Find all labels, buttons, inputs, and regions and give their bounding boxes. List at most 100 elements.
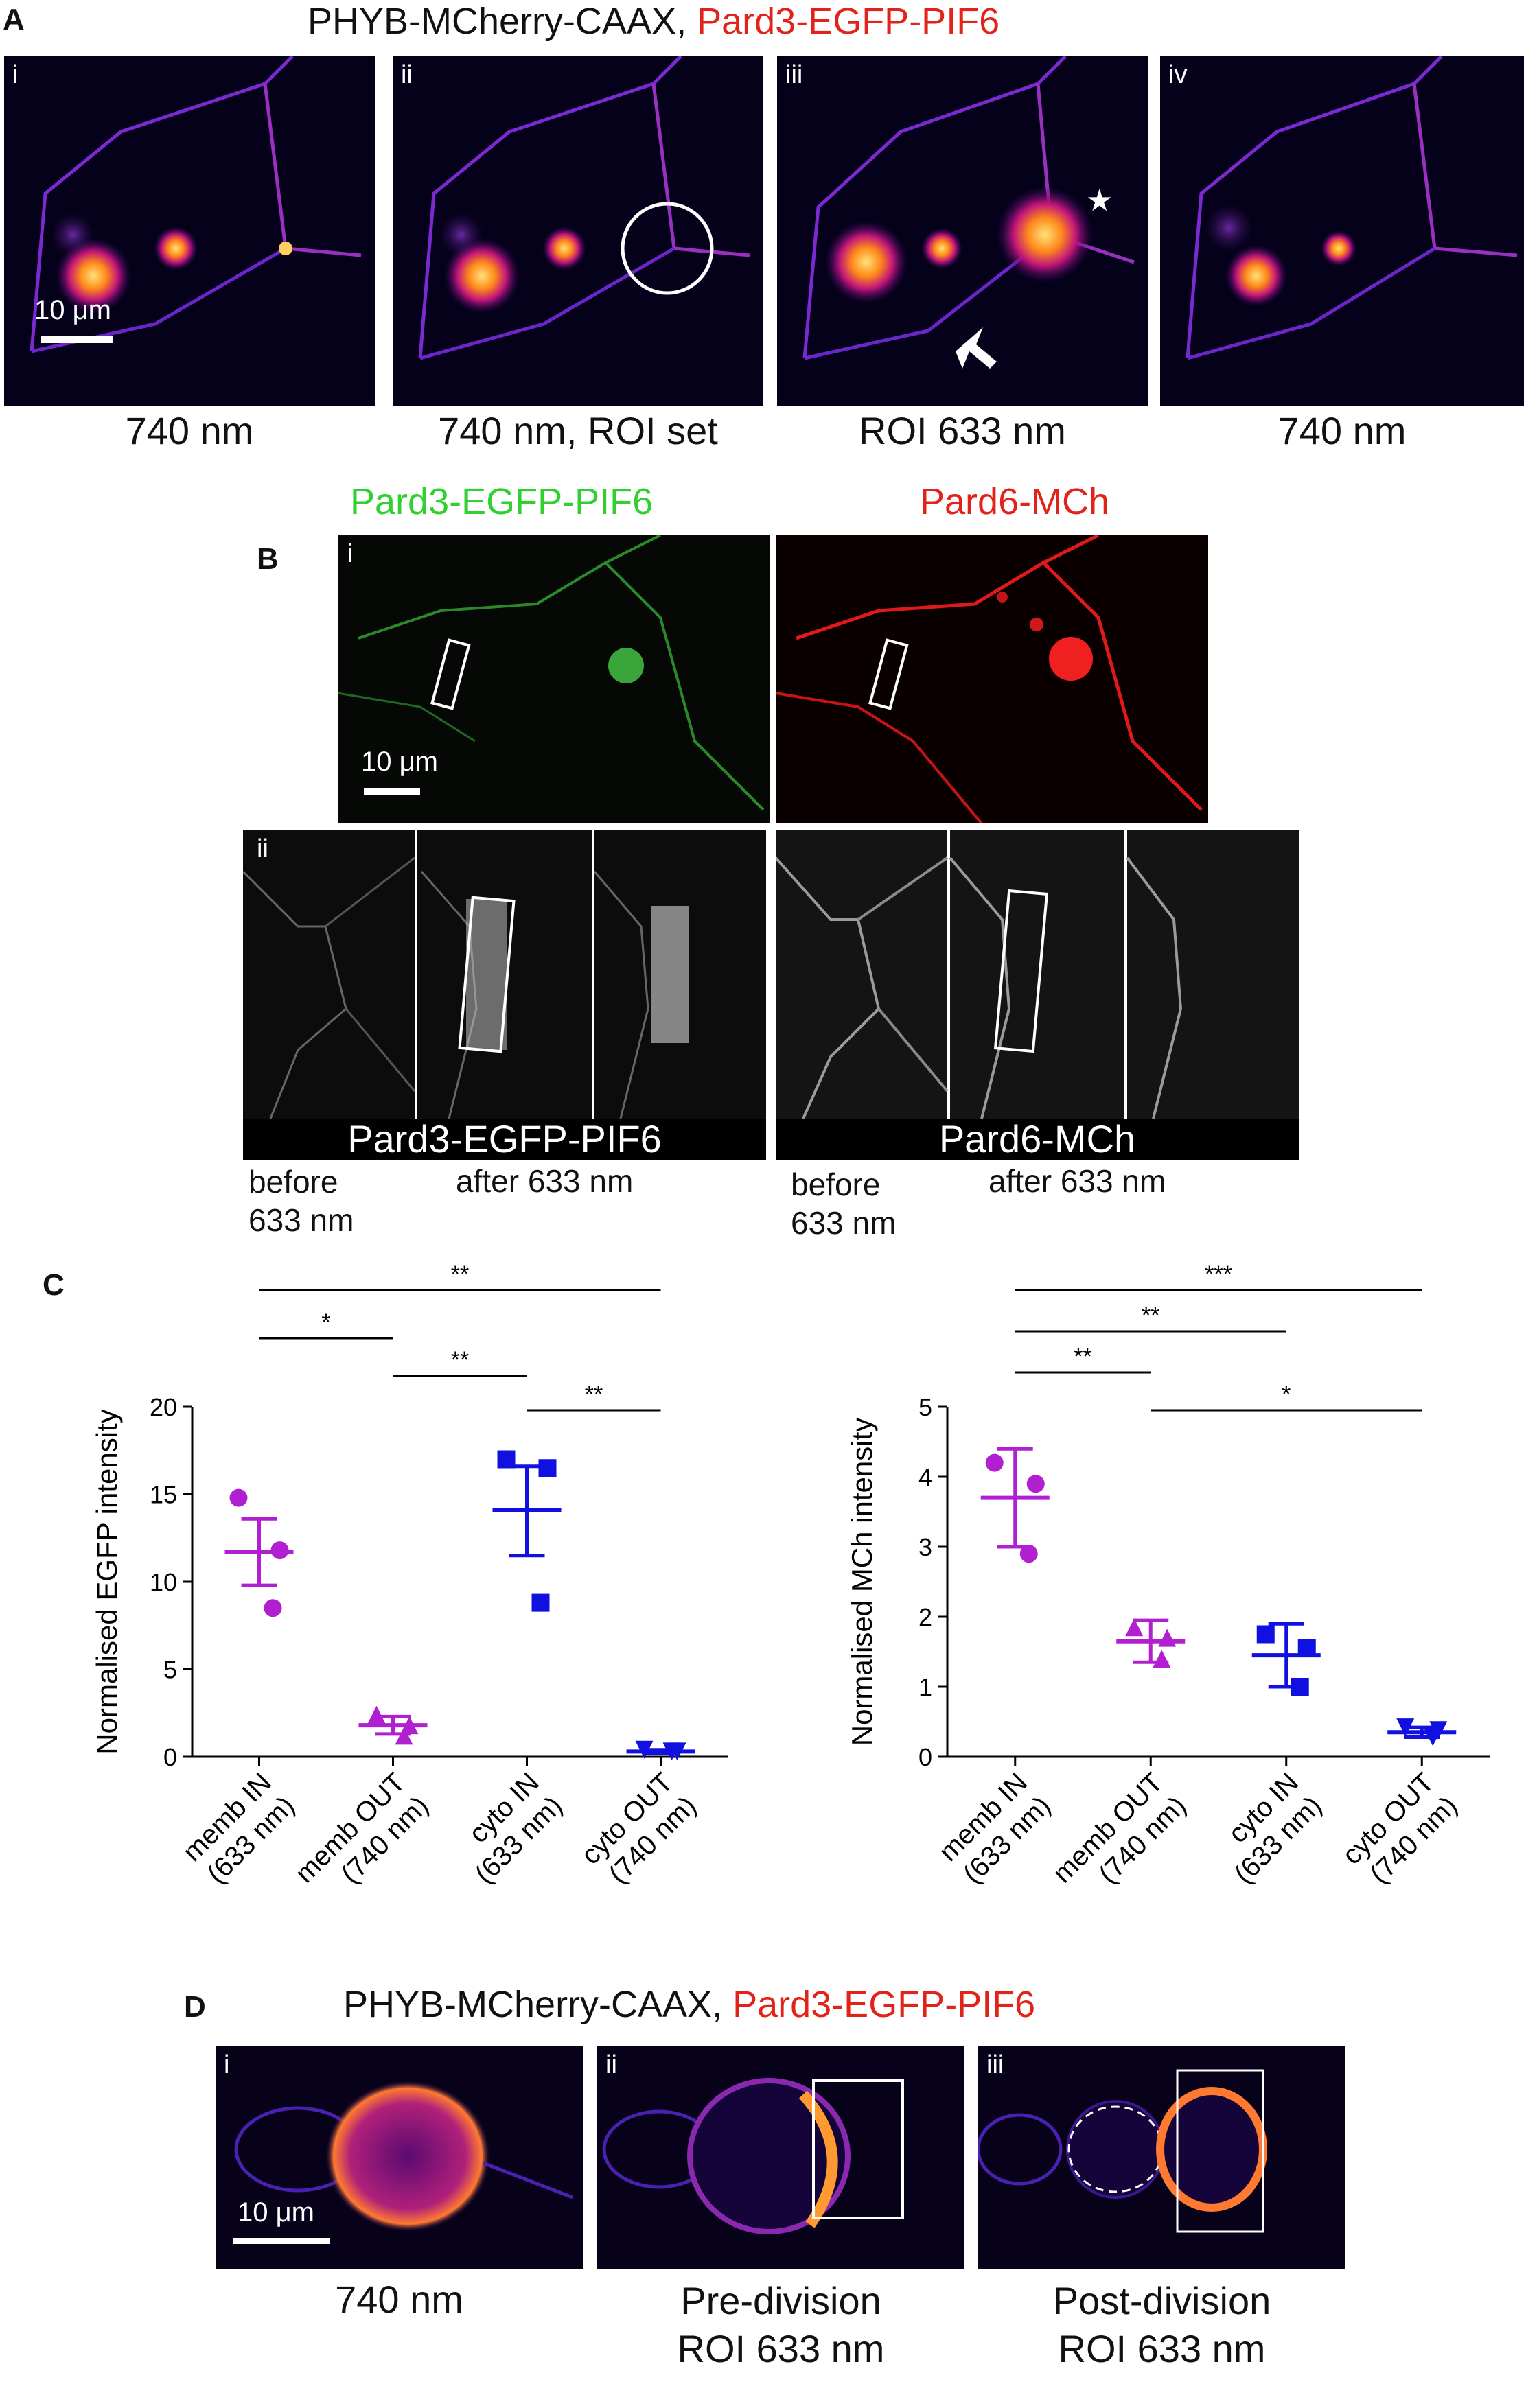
- data-point: [270, 1541, 289, 1560]
- panel-b-image-red: [776, 535, 1208, 823]
- panel-a-caption-iv: 740 nm: [1278, 409, 1407, 452]
- significance-label: **: [585, 1381, 603, 1407]
- data-point: [1026, 1475, 1045, 1493]
- panel-b-letter: B: [257, 542, 279, 576]
- data-point: [367, 1705, 386, 1724]
- significance-label: ***: [1205, 1263, 1232, 1287]
- data-point: [497, 1450, 516, 1469]
- panel-d-sub-iii: iii: [986, 2050, 1004, 2079]
- panel-a-sub-i: i: [12, 60, 19, 89]
- panel-a-sub-ii: ii: [401, 60, 413, 89]
- panel-d-scale-label: 10 μm: [238, 2197, 314, 2228]
- panel-b-after-left: after 633 nm: [456, 1163, 634, 1199]
- panel-d-caption-ii: Pre-division ROI 633 nm: [597, 2277, 964, 2373]
- mch-chart-svg: 0 1 2 3 4 5 Normalised MCh intensity memb IN(63…: [846, 1261, 1490, 1912]
- panel-b-before-right: before 633 nm: [791, 1167, 897, 1241]
- panel-b-scale-bar: [364, 788, 420, 795]
- panel-d-caption-i-line1: 740 nm: [335, 2278, 463, 2321]
- y-axis-label: Normalised EGFP intensity: [91, 1409, 123, 1754]
- x-tick-label: memb OUT(740 nm): [290, 1767, 435, 1912]
- x-tick-label: memb OUT(740 nm): [1047, 1767, 1192, 1912]
- y-tick-label: 15: [150, 1481, 177, 1509]
- significance-label: *: [1282, 1381, 1291, 1407]
- panel-a-image-iv: [1160, 56, 1524, 406]
- data-point: [635, 1740, 654, 1759]
- panel-a-caption-iii: ROI 633 nm: [859, 409, 1066, 452]
- y-tick-label: 4: [918, 1463, 932, 1491]
- data-point: [1158, 1628, 1177, 1647]
- panel-b-sub-ii: ii: [257, 834, 268, 863]
- data-point: [1256, 1625, 1275, 1644]
- panel-a-caption-i: 740 nm: [125, 409, 254, 452]
- panel-b-strip-green-label: Pard3-EGFP-PIF6: [243, 1119, 766, 1160]
- panel-b-strip-red-label: Pard6-MCh: [776, 1119, 1299, 1160]
- panel-b-strip-red: Pard6-MCh: [776, 830, 1299, 1160]
- panel-d-title: PHYB-MCherry-CAAX, Pard3-EGFP-PIF6: [343, 1983, 1035, 2026]
- panel-a-title-red: Pard3-EGFP-PIF6: [697, 1, 1000, 42]
- data-point: [1297, 1639, 1316, 1657]
- data-point: [1019, 1545, 1038, 1563]
- panel-a-image-iii: ★: [777, 56, 1148, 406]
- panel-d-title-black: PHYB-MCherry-CAAX,: [343, 1984, 723, 2025]
- y-tick-label: 5: [918, 1393, 932, 1421]
- panel-b-scale-label: 10 μm: [361, 747, 438, 777]
- data-point: [229, 1488, 248, 1507]
- data-point: [1396, 1718, 1415, 1737]
- data-point: [538, 1459, 557, 1477]
- panel-c-letter: C: [43, 1268, 65, 1302]
- panel-d-sub-i: i: [224, 2050, 230, 2079]
- panel-d-caption-ii-line2: ROI 633 nm: [677, 2327, 885, 2370]
- data-point: [1291, 1678, 1309, 1696]
- significance-label: **: [451, 1263, 469, 1287]
- panel-a-image-ii: [393, 56, 763, 406]
- panel-d-image-iii: [978, 2046, 1345, 2269]
- y-tick-label: 5: [163, 1656, 177, 1684]
- x-tick-label: cyto OUT(740 nm): [575, 1767, 702, 1893]
- panel-b-before-left: before 633 nm: [248, 1164, 354, 1238]
- panel-d-image-i: [216, 2046, 583, 2269]
- x-tick-label: memb IN(633 nm): [933, 1767, 1056, 1891]
- egfp-chart-svg: 0 5 10 15 20 Normalised EGFP intensity memb IN…: [91, 1261, 728, 1912]
- data-point: [1153, 1650, 1171, 1668]
- y-tick-label: 0: [163, 1743, 177, 1771]
- significance-label: **: [451, 1347, 469, 1373]
- data-point: [531, 1593, 550, 1612]
- panel-d-letter: D: [184, 1990, 206, 2024]
- panel-d-caption-iii-line1: Post-division: [1052, 2279, 1271, 2322]
- svg-text:★: ★: [1086, 183, 1113, 218]
- y-axis-label: Normalised MCh intensity: [846, 1418, 878, 1746]
- panel-a-sub-iii: iii: [785, 60, 803, 89]
- y-tick-label: 1: [918, 1673, 932, 1701]
- panel-a-image-i: [4, 56, 375, 406]
- y-tick-label: 10: [150, 1568, 177, 1596]
- data-point: [985, 1453, 1004, 1472]
- panel-a-sub-iv: iv: [1168, 60, 1188, 89]
- panel-b-after-right: after 633 nm: [989, 1163, 1166, 1199]
- x-tick-label: cyto OUT(740 nm): [1337, 1767, 1463, 1893]
- panel-d-caption-iii: Post-division ROI 633 nm: [978, 2277, 1345, 2373]
- panel-a-title-black: PHYB-MCherry-CAAX,: [308, 1, 687, 42]
- x-tick-label: cyto IN(633 nm): [446, 1767, 568, 1889]
- y-tick-label: 20: [150, 1393, 177, 1421]
- panel-b-strip-green: Pard3-EGFP-PIF6: [243, 830, 766, 1160]
- panel-d-image-ii: [597, 2046, 964, 2269]
- panel-a-title: PHYB-MCherry-CAAX, Pard3-EGFP-PIF6: [308, 0, 999, 43]
- significance-label: *: [321, 1309, 330, 1335]
- panel-d-caption-iii-line2: ROI 633 nm: [1058, 2327, 1266, 2370]
- egfp-chart: 0 5 10 15 20 Normalised EGFP intensity memb IN…: [41, 1261, 755, 1921]
- y-tick-label: 3: [918, 1533, 932, 1561]
- panel-d-scale-bar: [233, 2238, 330, 2244]
- y-tick-label: 0: [918, 1743, 932, 1771]
- panel-a-caption-ii: 740 nm, ROI set: [438, 409, 718, 452]
- panel-d-caption-i: 740 nm: [216, 2277, 583, 2322]
- data-point: [1125, 1618, 1144, 1637]
- data-point: [395, 1727, 413, 1745]
- panel-d-caption-ii-line1: Pre-division: [680, 2279, 881, 2322]
- panel-d-title-red: Pard3-EGFP-PIF6: [732, 1984, 1036, 2025]
- x-tick-label: cyto IN(633 nm): [1205, 1767, 1328, 1889]
- mch-chart: 0 1 2 3 4 5 Normalised MCh intensity memb IN(63…: [776, 1261, 1526, 1921]
- significance-label: **: [1142, 1302, 1159, 1329]
- panel-a-scale-label: 10 μm: [34, 295, 111, 325]
- data-point: [264, 1599, 282, 1617]
- significance-label: **: [1074, 1344, 1091, 1370]
